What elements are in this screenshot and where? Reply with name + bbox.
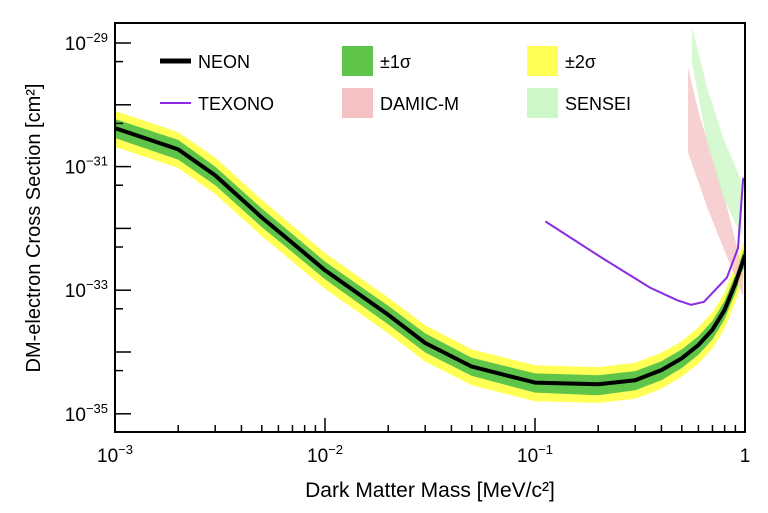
x-axis-label: Dark Matter Mass [MeV/c²] <box>305 479 555 502</box>
damic-m-band <box>688 67 744 297</box>
y-tick-label: 10−35 <box>65 401 108 426</box>
y-tick-label: 10−31 <box>65 154 108 179</box>
legend-label: ±1σ <box>380 52 411 72</box>
legend-label: NEON <box>198 52 250 72</box>
legend-swatch <box>527 88 558 118</box>
legend-swatch <box>527 46 558 76</box>
x-tick-label: 10−1 <box>517 442 553 467</box>
x-tick-label: 10−2 <box>307 442 343 467</box>
legend-label: DAMIC-M <box>380 94 459 114</box>
plot-frame <box>114 22 746 433</box>
axis-ticks: 10−3 10−2 10−1 1 10−29 10−31 10−33 10−35 <box>65 30 750 467</box>
x-tick-label: 10−3 <box>97 442 133 467</box>
neon-line <box>115 126 745 387</box>
legend-label: TEXONO <box>198 94 274 114</box>
legend-label: SENSEI <box>565 94 631 114</box>
plot-area <box>115 27 745 403</box>
x-tick-label: 1 <box>740 446 751 467</box>
legend-swatch <box>342 88 373 118</box>
legend-swatch <box>342 46 373 76</box>
y-tick-label: 10−29 <box>65 30 108 55</box>
sensei-band <box>692 27 743 238</box>
neon-1sigma-band <box>115 119 745 396</box>
neon-2sigma-band <box>115 110 745 403</box>
y-axis-label: DM-electron Cross Section [cm²] <box>23 84 45 373</box>
legend-label: ±2σ <box>565 52 596 72</box>
legend: NEON ±1σ ±2σ TEXONO DAMIC-M SENSEI <box>160 46 631 118</box>
texono-line <box>544 177 745 306</box>
y-tick-label: 10−33 <box>65 277 108 302</box>
